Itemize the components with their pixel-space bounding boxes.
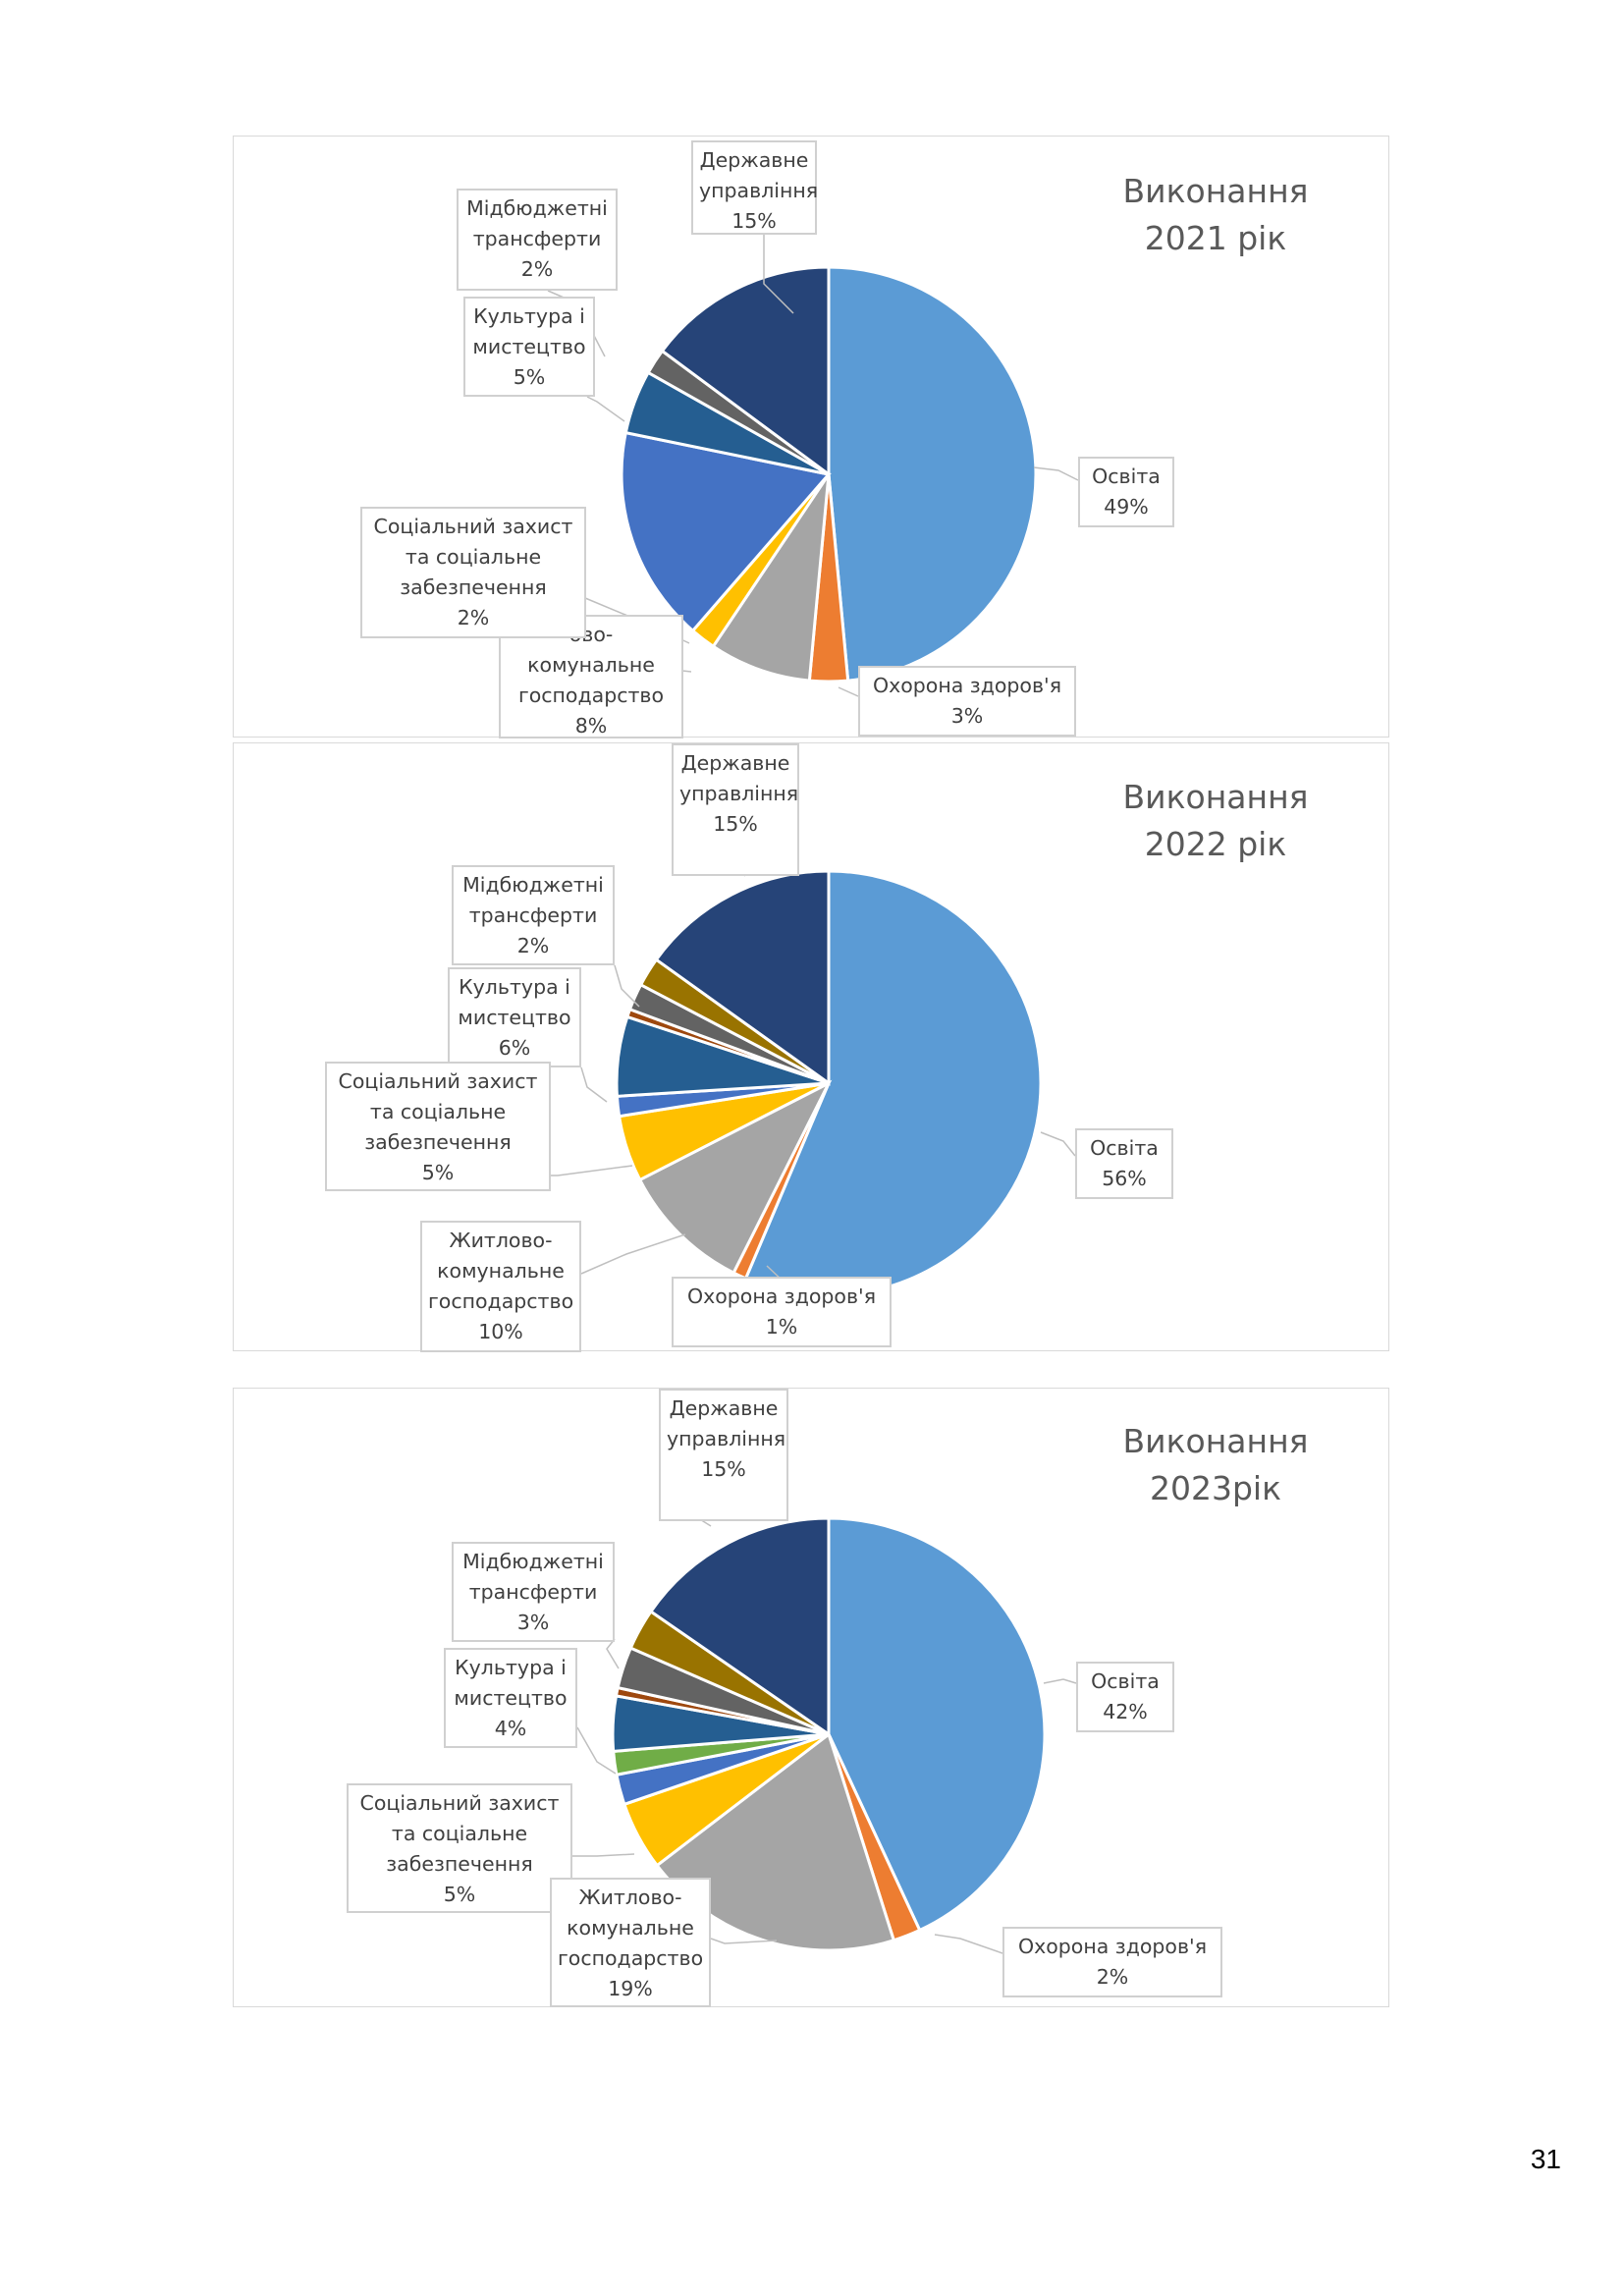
- data-label-osvita: Освіта 42%: [1076, 1662, 1174, 1732]
- data-label-kultura: Культура і мистецтво 5%: [463, 297, 595, 397]
- data-label-derzhavne: Державне управління 15%: [691, 140, 818, 235]
- leader-line: [580, 1066, 608, 1103]
- chart-title-line: Виконання: [1122, 778, 1309, 816]
- data-label-sotsialnyi: Соціальний захист та соціальне забезпече…: [347, 1783, 572, 1913]
- data-label-derzhavne: Державне управління 15%: [672, 743, 799, 876]
- data-label-osvita: Освіта 49%: [1078, 457, 1174, 527]
- pie-slice: [654, 869, 831, 1086]
- page-number: 31: [1530, 2144, 1561, 2174]
- leader-line: [614, 964, 640, 1008]
- data-label-kultura: Культура і мистецтво 6%: [448, 967, 581, 1067]
- leader-line: [763, 235, 794, 314]
- data-label-okhorona: Охорона здоров'я 3%: [858, 666, 1076, 737]
- chart-title-line: Виконання: [1122, 1422, 1309, 1460]
- data-label-midbiudzhetni: Мідбюджетні трансферти 2%: [457, 189, 618, 291]
- pie-slice: [660, 265, 831, 477]
- data-label-sotsialnyi: Соціальний захист та соціальне забезпече…: [360, 507, 586, 638]
- chart-title: Виконання 2022 рік: [1029, 774, 1402, 868]
- leader-line: [710, 1938, 778, 1944]
- leader-line: [934, 1934, 1003, 1954]
- leader-line: [1043, 1678, 1077, 1684]
- chart-title-line: 2022 рік: [1144, 825, 1287, 863]
- leader-line: [1033, 466, 1079, 481]
- data-label-zhytlovo: Житлово- комунальне господарство 10%: [420, 1221, 581, 1352]
- leader-line: [606, 1638, 620, 1669]
- data-label-osvita: Освіта 56%: [1075, 1128, 1173, 1199]
- leader-line: [586, 396, 625, 422]
- pie-slice: [827, 265, 1038, 683]
- pie-slice: [637, 1079, 833, 1276]
- chart-2022: Виконання 2022 рік Державне управління 1…: [233, 742, 1389, 1352]
- chart-2021: Виконання 2021 рік Державне управління 1…: [233, 136, 1389, 738]
- leader-line: [580, 1233, 686, 1275]
- data-label-midbiudzhetni: Мідбюджетні трансферти 3%: [452, 1542, 615, 1642]
- leader-line: [838, 686, 859, 697]
- chart-title-line: 2023рік: [1149, 1469, 1282, 1507]
- pie-svg-2023: [572, 1514, 1077, 1954]
- pie-slice: [648, 1516, 831, 1737]
- data-label-kultura: Культура і мистецтво 4%: [444, 1648, 577, 1748]
- data-label-okhorona: Охорона здоров'я 2%: [1002, 1927, 1222, 1997]
- pie-slice: [711, 473, 831, 683]
- data-label-derzhavne: Державне управління 15%: [659, 1389, 788, 1521]
- chart-title-line: Виконання: [1122, 172, 1309, 210]
- data-label-midbiudzhetni: Мідбюджетні трансферти 2%: [452, 865, 615, 965]
- leader-line: [572, 1853, 635, 1857]
- pie-slice: [827, 1516, 1047, 1933]
- data-label-sotsialnyi: Соціальний захист та соціальне забезпече…: [325, 1062, 551, 1191]
- leader-line: [576, 1726, 617, 1775]
- leader-line: [1040, 1131, 1076, 1157]
- pie-svg-2022: [551, 854, 1076, 1297]
- chart-title: Виконання 2021 рік: [1029, 168, 1402, 262]
- chart-title-line: 2021 рік: [1144, 219, 1287, 257]
- data-label-zhytlovo: Житлово- комунальне господарство 19%: [550, 1878, 711, 2007]
- leader-line: [551, 1165, 633, 1176]
- data-label-okhorona: Охорона здоров'я 1%: [672, 1277, 892, 1347]
- chart-2023: Виконання 2023рік Державне управління 15…: [233, 1388, 1389, 2007]
- chart-title: Виконання 2023рік: [1029, 1418, 1402, 1512]
